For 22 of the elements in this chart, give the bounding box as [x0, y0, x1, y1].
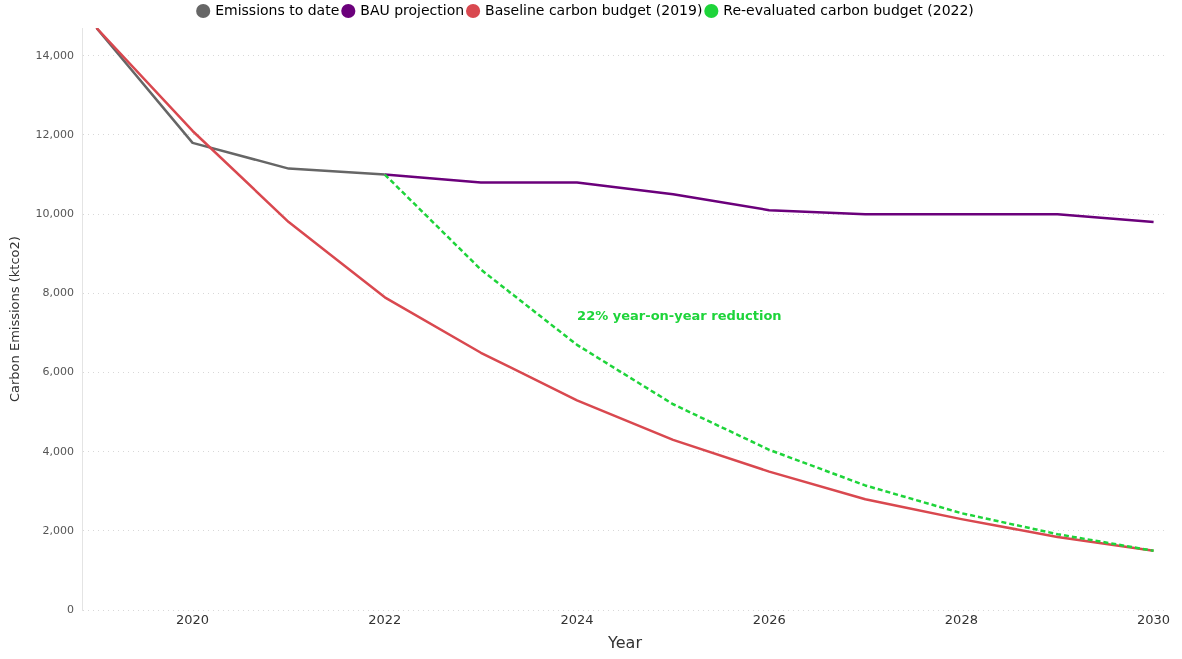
x-tick-label: 2026 [752, 612, 786, 628]
x-axis-title: Year [607, 632, 643, 652]
x-tick-label: 2024 [560, 612, 594, 628]
x-tick-label: 2022 [368, 612, 402, 628]
x-tick-label: 2028 [944, 612, 978, 628]
line-series [383, 173, 1155, 553]
legend-label: BAU projection [360, 1, 465, 18]
x-tick-label: 2030 [1137, 612, 1171, 628]
annotation: 22% year-on-year reduction [577, 307, 782, 323]
y-tick-label: 2,000 [42, 523, 75, 537]
y-tick-label: 10,000 [35, 207, 75, 220]
legend-label: Baseline carbon budget (2019) [485, 1, 703, 18]
y-tick-label: 8,000 [42, 286, 75, 300]
y-tick-label: 4,000 [42, 444, 75, 458]
y-axis-title: Carbon Emissions (ktco2) [7, 236, 23, 403]
y-tick-label: 0 [67, 603, 75, 617]
x-tick-label: 2020 [176, 612, 210, 628]
y-tick-label: 14,000 [35, 48, 75, 62]
legend-label: Re-evaluated carbon budget (2022) [723, 1, 974, 18]
y-tick-label: 12,000 [35, 127, 75, 141]
y-tick-label: 6,000 [42, 365, 75, 379]
legend-label: Emissions to date [215, 1, 340, 18]
